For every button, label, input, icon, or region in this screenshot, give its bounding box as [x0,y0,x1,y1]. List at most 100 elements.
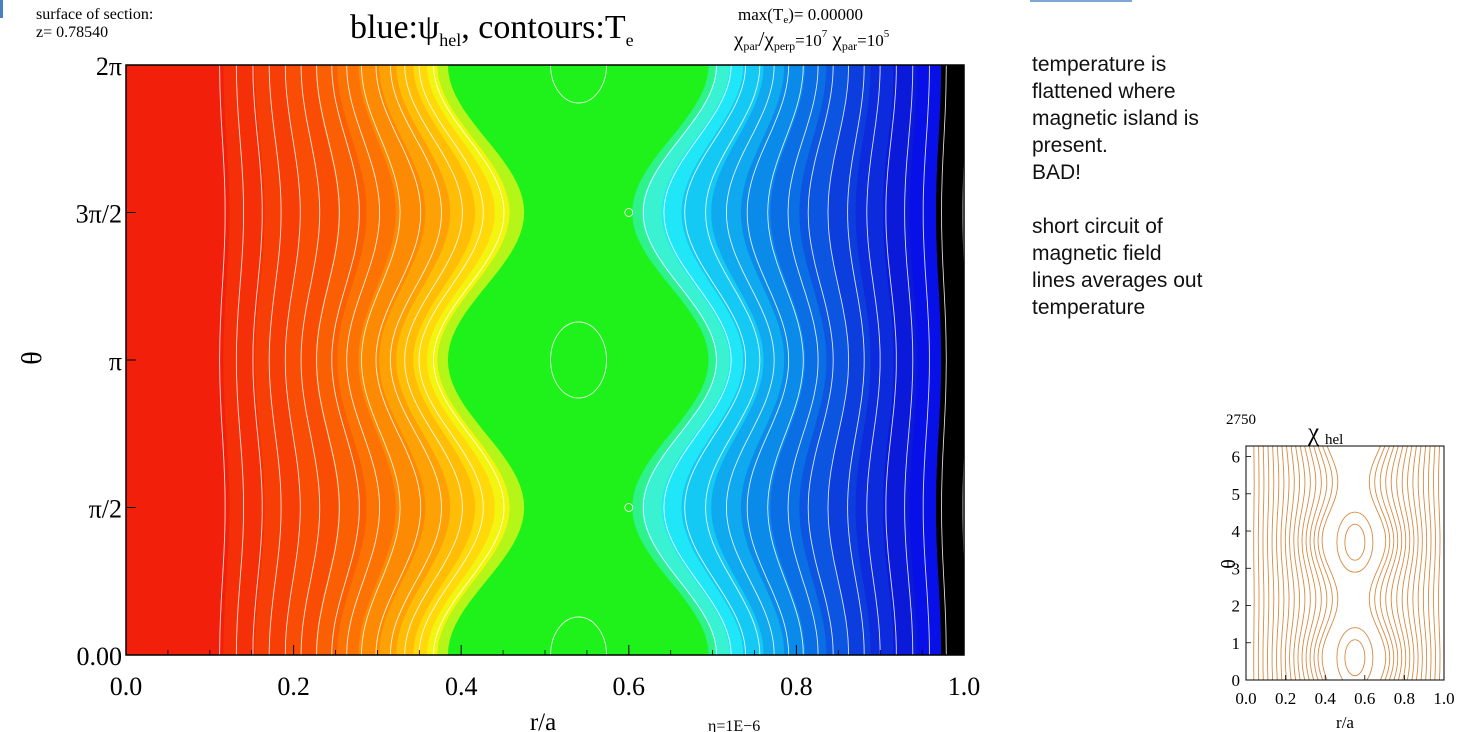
chi-hel-contour-line [1401,446,1411,680]
chi-ratio-exp: 7 [821,28,828,40]
chi-par-sub: par [743,39,759,53]
contour-line [268,65,282,655]
contour-line [360,65,401,655]
chi-hel-contour-line [1276,446,1280,680]
chi-par-eq: =10 [857,31,884,50]
contour-line [725,65,775,655]
title-contours: , contours:T [461,9,626,46]
chi-ratio-label: χpar/χperp=107 χpar=105 [734,22,889,58]
title-psi: blue:ψ [350,9,440,46]
chi-hel-inset-chart: 2750 χ hel 0.0 0.2 0.4 0.6 0.8 1.0 0 1 2 3 4 5 6 r/… [1218,412,1455,732]
chi-hel-contour-line [1267,446,1270,680]
x-axis-label: r/a [530,709,556,732]
chi-perp-symbol: /χ [758,27,774,51]
title-te-sub: e [625,30,634,50]
contour-line [866,65,881,655]
contour-line [847,65,865,655]
y-tick-label: 3π/2 [76,200,122,229]
chi-hel-contour-line [1412,446,1419,680]
chi-hel-contour-line [1374,446,1391,680]
chi-hel-contour-line [1317,446,1333,680]
contour-line [316,65,340,655]
note-line: temperature [1032,296,1146,319]
inset-y-tick-label: 0 [1232,671,1241,690]
contour-line [433,65,505,655]
chi-hel-contour-line [1271,446,1275,680]
max-te-sub: e [783,14,789,26]
chi-par2-symbol: χ [827,27,842,51]
contour-line [941,65,947,655]
note-line: short circuit of [1032,215,1163,238]
inset-x-axis: 0.0 0.2 0.4 0.6 0.8 1.0 [1235,675,1455,708]
inset-y-tick-label: 1 [1232,634,1241,653]
chi-par-exp: 5 [883,28,890,40]
island-x-point-marker [624,503,634,512]
inset-y-axis-label: θ [1218,559,1240,569]
x-tick-label: 0.2 [277,672,310,701]
inset-island-contour [1344,639,1366,677]
inset-y-tick-label: 3 [1232,559,1241,578]
chi-hel-contour-line [1253,446,1255,680]
contour-line [663,65,732,655]
contour-line [252,65,263,655]
chi-hel-contour-line [1293,446,1300,680]
inset-y-axis: 0 1 2 3 4 5 6 [1232,448,1251,690]
chi-hel-contour-line [1280,446,1285,680]
x-tick-label: 0.8 [780,672,813,701]
chi-hel-contour-line [1385,446,1399,680]
island-o-point-contour [550,616,607,655]
chi-par-symbol: χ [734,27,744,51]
chi-hel-contour-line [1305,446,1317,680]
inset-island-contour [1336,511,1374,573]
x-tick-label: 0.4 [445,672,478,701]
contour-line [346,65,381,655]
chi-hel-contour-line [1433,446,1436,680]
y-tick-label: 0.00 [77,642,123,671]
inset-frame [1245,445,1445,681]
inset-y-tick-label: 2 [1232,597,1241,616]
x-tick-label: 0.6 [613,672,646,701]
contour-line [642,65,718,655]
note-line: present. [1032,134,1108,157]
chi-hel-contour-line [1321,446,1339,680]
chi-hel-contour-line [1297,446,1306,680]
chi-hel-contours [1253,446,1441,680]
x-tick-label: 1.0 [948,672,981,701]
chi-hel-contour-line [1309,446,1322,680]
chi-hel-contour-line [1390,446,1403,680]
chi-par2-sub: par [841,39,858,53]
slide-accent-bar [0,0,3,18]
note-line: temperature is [1032,53,1167,76]
inset-x-tick-label: 0.4 [1315,689,1337,708]
chi-hel-contour-line [1407,446,1415,680]
note-line: magnetic island is [1032,107,1199,130]
inset-x-axis-label: r/a [1336,713,1354,732]
contour-line [922,65,930,655]
inset-x-tick-label: 0.0 [1235,689,1256,708]
inset-x-tick-label: 1.0 [1433,689,1454,708]
note-line: BAD! [1032,161,1082,184]
heatmap-bands [126,65,964,655]
contour-line [787,65,819,655]
max-te-text: max(T [738,5,784,24]
chi-hel-contour-line [1262,446,1265,680]
contour-line [807,65,834,655]
chi-hel-contour-line [1257,446,1260,680]
contour-line [375,65,422,655]
note-line: flattened where [1032,80,1176,103]
chi-hel-contour-line [1379,446,1395,680]
contour-line [404,65,463,655]
heatmap-band [126,65,230,655]
max-te-label: max(Te)= 0.00000 [738,6,863,29]
note-line: magnetic field [1032,242,1162,265]
chi-hel-contour-line [1289,446,1295,680]
contour-line [331,65,360,655]
chi-hel-contour-line [1438,446,1441,680]
chart-title: blue:ψhel, contours:Te [350,10,634,58]
inset-y-tick-label: 4 [1232,522,1241,541]
max-te-value: )= 0.00000 [788,5,863,24]
inset-title-sub: hel [1325,432,1343,448]
chi-hel-contour-line [1422,446,1428,680]
island-o-point-contour [550,321,607,399]
